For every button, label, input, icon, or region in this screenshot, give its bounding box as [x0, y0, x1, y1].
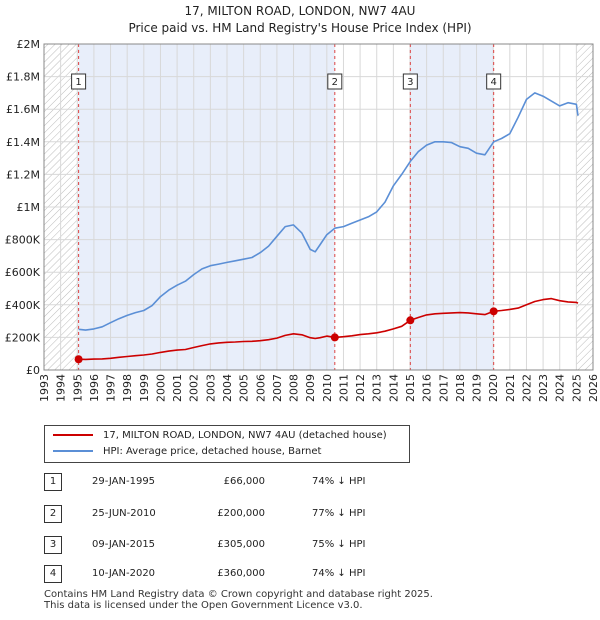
sale-marker-badge: 1	[44, 473, 62, 491]
sale-marker-badge: 2	[44, 505, 62, 523]
x-tick-label: 2018	[454, 374, 467, 402]
sale-point	[330, 333, 339, 342]
x-tick-label: 2020	[487, 374, 500, 402]
x-tick-label: 2015	[404, 374, 417, 402]
x-tick-label: 2001	[171, 374, 184, 402]
x-tick-label: 2022	[520, 374, 533, 402]
x-tick-label: 2016	[421, 374, 434, 402]
sale-date: 25-JUN-2010	[92, 508, 156, 519]
sale-date: 10-JAN-2020	[92, 568, 156, 579]
x-tick-label: 2019	[471, 374, 484, 402]
x-tick-label: 2008	[288, 374, 301, 402]
chart-title: 17, MILTON ROAD, LONDON, NW7 4AU Price p…	[0, 3, 600, 37]
series-line-property	[78, 297, 579, 361]
x-tick-label: 2000	[154, 374, 167, 402]
sale-label-text: 3	[407, 77, 413, 88]
sale-marker-badge: 4	[44, 565, 62, 583]
x-tick-label: 2009	[304, 374, 317, 402]
x-tick-label: 2007	[271, 374, 284, 402]
sale-date: 09-JAN-2015	[92, 539, 156, 550]
y-tick-label: £2M	[17, 38, 41, 51]
x-tick-label: 2006	[254, 374, 267, 402]
plot-border	[43, 43, 594, 371]
sale-label-box	[402, 73, 418, 90]
y-tick-label: £200K	[5, 331, 41, 344]
x-tick-label: 1995	[71, 374, 84, 402]
y-tick-label: £1M	[17, 201, 41, 214]
x-tick-label: 2004	[221, 374, 234, 402]
legend-item-property: 17, MILTON ROAD, LONDON, NW7 4AU (detach…	[53, 428, 387, 444]
sale-marker-badge: 3	[44, 536, 62, 554]
x-tick-label: 2012	[354, 374, 367, 402]
y-tick-label: £1.8M	[6, 71, 40, 84]
legend-swatch-blue	[53, 450, 93, 452]
sale-label-box	[71, 73, 87, 90]
price-chart: 1 2 3 4 £0 £200K £400K £600K £800K £1M £1.2M £1.4M…	[5, 38, 600, 402]
x-tick-label: 2013	[371, 374, 384, 402]
x-tick-label: 2002	[188, 374, 201, 402]
series-line-hpi	[78, 92, 579, 331]
x-tick-label: 2024	[554, 374, 567, 402]
footer-line-1: Contains HM Land Registry data © Crown c…	[44, 589, 433, 600]
x-tick-label: 1999	[138, 374, 151, 402]
chart-legend: 17, MILTON ROAD, LONDON, NW7 4AU (detach…	[44, 425, 410, 463]
sale-hpi-diff: 77% ↓ HPI	[312, 508, 366, 519]
sale-point	[74, 355, 83, 364]
y-tick-label: £1.6M	[6, 103, 40, 116]
y-tick-label: £400K	[5, 299, 41, 312]
sale-price: £200,000	[217, 508, 265, 519]
sale-point	[406, 316, 415, 325]
footer-attribution: Contains HM Land Registry data © Crown c…	[44, 589, 433, 611]
y-tick-label: £1.2M	[6, 168, 40, 181]
legend-label-property: 17, MILTON ROAD, LONDON, NW7 4AU (detach…	[103, 430, 387, 441]
sale-hpi-diff: 74% ↓ HPI	[312, 476, 366, 487]
y-tick-label: £600K	[5, 266, 41, 279]
sale-price: £66,000	[223, 476, 265, 487]
subtitle-line: Price paid vs. HM Land Registry's House …	[128, 21, 472, 35]
x-tick-label: 2023	[537, 374, 550, 402]
sale-label-text: 4	[490, 77, 496, 88]
y-tick-label: £0	[26, 364, 40, 377]
x-tick-label: 2010	[321, 374, 334, 402]
sale-price: £360,000	[217, 568, 265, 579]
sale-date: 29-JAN-1995	[92, 476, 156, 487]
x-tick-label: 2025	[570, 374, 583, 402]
legend-label-hpi: HPI: Average price, detached house, Barn…	[103, 446, 322, 457]
x-tick-label: 1998	[121, 374, 134, 402]
x-tick-label: 1997	[105, 374, 118, 402]
x-tick-label: 2017	[437, 374, 450, 402]
x-tick-label: 2003	[204, 374, 217, 402]
sale-label-box	[486, 73, 502, 90]
sale-price: £305,000	[217, 539, 265, 550]
y-tick-label: £800K	[5, 234, 41, 247]
x-tick-label: 2021	[504, 374, 517, 402]
y-tick-label: £1.4M	[6, 136, 40, 149]
legend-swatch-red	[53, 434, 93, 436]
sale-hpi-diff: 74% ↓ HPI	[312, 568, 366, 579]
x-tick-label: 2026	[587, 374, 600, 402]
sale-label-text: 1	[75, 77, 81, 88]
x-tick-label: 2014	[387, 374, 400, 402]
footer-line-2: This data is licensed under the Open Gov…	[44, 600, 363, 611]
sale-label-box	[327, 73, 343, 90]
x-tick-label: 1993	[38, 374, 51, 402]
sale-hpi-diff: 75% ↓ HPI	[312, 539, 366, 550]
legend-item-hpi: HPI: Average price, detached house, Barn…	[53, 444, 321, 460]
x-tick-label: 2005	[238, 374, 251, 402]
x-tick-label: 1994	[55, 374, 68, 402]
title-line: 17, MILTON ROAD, LONDON, NW7 4AU	[184, 4, 416, 18]
x-tick-label: 1996	[88, 374, 101, 402]
sale-point	[489, 307, 498, 316]
sale-label-text: 2	[332, 77, 338, 88]
x-tick-label: 2011	[337, 374, 350, 402]
